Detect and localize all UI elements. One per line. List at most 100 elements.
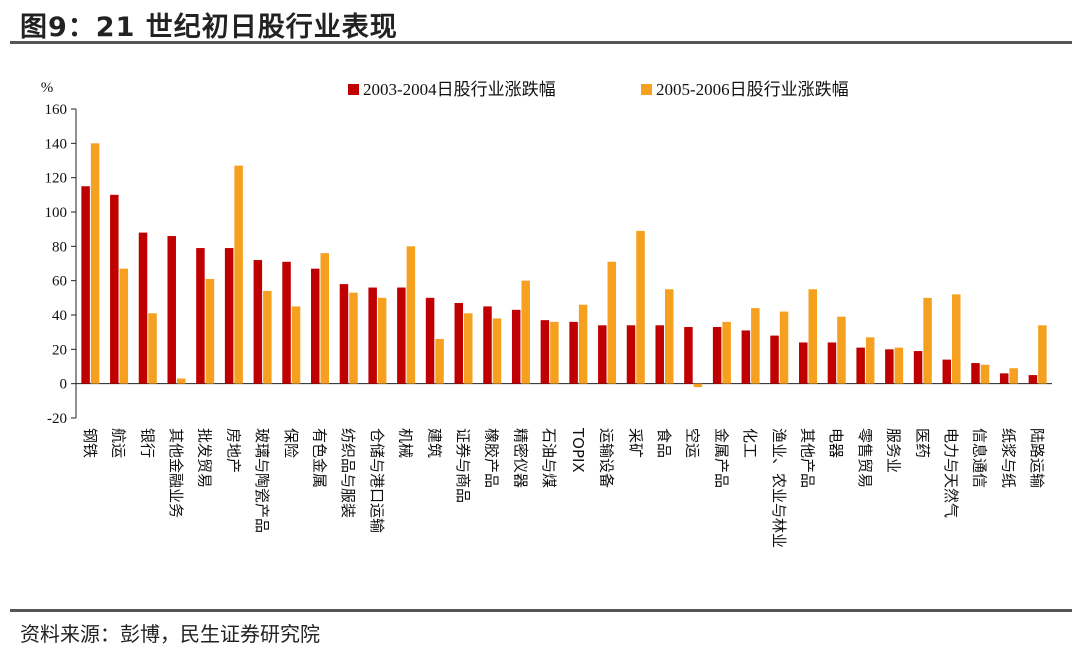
bar-2005-2006 — [406, 246, 416, 384]
category-label: 有色金属 — [311, 428, 329, 488]
category-label: 玻璃与陶瓷产品 — [253, 428, 271, 533]
footer-divider — [10, 609, 1072, 612]
category-label: 纸浆与纸 — [999, 428, 1017, 488]
source-note: 资料来源：彭博，民生证券研究院 — [20, 622, 320, 646]
category-label: 银行 — [138, 428, 156, 458]
bar-2005-2006 — [894, 347, 904, 384]
category-label: 食品 — [655, 428, 673, 458]
bar-2003-2004 — [913, 351, 923, 384]
legend-swatch — [348, 84, 359, 95]
title-divider — [10, 41, 1072, 44]
bar-2003-2004 — [999, 373, 1009, 384]
bar-2003-2004 — [827, 342, 837, 384]
y-tick-label: 120 — [45, 171, 68, 187]
bar-2005-2006 — [205, 278, 215, 384]
y-tick-label: 140 — [45, 136, 68, 152]
bar-2003-2004 — [167, 236, 176, 384]
bar-2003-2004 — [655, 325, 664, 384]
category-label: 服务业 — [885, 428, 903, 473]
y-tick-label: 100 — [45, 205, 68, 221]
bar-2003-2004 — [942, 359, 952, 384]
bar-2005-2006 — [349, 292, 358, 384]
bar-2003-2004 — [425, 297, 435, 384]
bar-2005-2006 — [234, 165, 243, 384]
bar-2005-2006 — [837, 316, 846, 384]
bar-2003-2004 — [1028, 375, 1038, 384]
category-label: 机械 — [397, 428, 415, 458]
bar-2005-2006 — [693, 383, 703, 388]
bar-2003-2004 — [626, 325, 636, 384]
category-label: 房地产 — [224, 428, 242, 473]
category-label: TOPIX — [569, 427, 587, 473]
bar-2005-2006 — [578, 304, 588, 384]
figure-title: 图9：21 世纪初日股行业表现 — [20, 12, 398, 43]
bar-2005-2006 — [980, 364, 990, 384]
bar-2005-2006 — [464, 313, 473, 384]
bar-2003-2004 — [540, 320, 550, 384]
bar-2005-2006 — [607, 261, 617, 384]
y-tick-label: 40 — [52, 308, 67, 324]
bar-2003-2004 — [856, 347, 865, 384]
bar-2003-2004 — [770, 335, 779, 384]
bar-2003-2004 — [110, 194, 119, 384]
bar-2005-2006 — [320, 253, 329, 384]
category-label: 空运 — [684, 428, 702, 458]
bar-2003-2004 — [339, 284, 349, 384]
category-label: 零售贸易 — [856, 428, 874, 488]
bar-2005-2006 — [636, 230, 645, 384]
category-label: 橡胶产品 — [483, 428, 501, 488]
y-tick-label: 20 — [52, 342, 67, 358]
chart-legend: 2003-2004日股行业涨跌幅 2005-2006日股行业涨跌幅 — [348, 80, 849, 99]
category-label: 其他金融业务 — [167, 428, 185, 518]
bar-2005-2006 — [1009, 368, 1018, 384]
bar-2005-2006 — [90, 143, 100, 384]
bar-2003-2004 — [684, 327, 693, 384]
category-label: 石油与煤 — [540, 428, 558, 488]
bar-2005-2006 — [291, 306, 301, 384]
bar-2003-2004 — [885, 349, 894, 384]
bar-2003-2004 — [454, 302, 464, 384]
bar-2005-2006 — [263, 290, 272, 384]
bar-2003-2004 — [282, 261, 291, 384]
category-label: 陆路运输 — [1028, 428, 1046, 488]
bar-2005-2006 — [808, 289, 817, 384]
bar-2005-2006 — [751, 308, 760, 384]
bar-2005-2006 — [377, 297, 387, 384]
category-label: 运输设备 — [598, 428, 616, 488]
category-label: 批发贸易 — [196, 428, 214, 488]
bar-2003-2004 — [799, 342, 808, 384]
category-label: 建筑 — [425, 428, 443, 458]
category-label: 保险 — [282, 428, 300, 458]
bar-2005-2006 — [664, 289, 674, 384]
bar-2003-2004 — [138, 232, 148, 384]
y-tick-label: 0 — [60, 377, 68, 393]
y-tick-label: -20 — [47, 411, 67, 427]
bar-2005-2006 — [119, 268, 129, 384]
category-label: 信息通信 — [971, 428, 989, 488]
bar-2005-2006 — [176, 378, 186, 384]
category-label: 其他产品 — [799, 428, 817, 488]
bar-2003-2004 — [569, 321, 578, 384]
bar-2005-2006 — [722, 321, 731, 384]
bar-2005-2006 — [521, 280, 530, 384]
bar-2003-2004 — [81, 186, 90, 384]
category-label: 医药 — [913, 428, 931, 458]
bar-2003-2004 — [368, 287, 377, 384]
bar-2003-2004 — [311, 268, 320, 384]
category-label: 纺织品与服装 — [339, 428, 357, 518]
category-label: 电力与天然气 — [942, 428, 960, 518]
bar-2003-2004 — [196, 248, 205, 384]
bar-2005-2006 — [435, 339, 444, 384]
category-label: 证券与商品 — [454, 428, 472, 503]
y-tick-label: 160 — [45, 102, 68, 118]
y-tick-label: 80 — [52, 239, 67, 255]
y-axis-unit: % — [41, 80, 54, 96]
bar-2003-2004 — [511, 309, 521, 384]
bar-2003-2004 — [971, 363, 980, 384]
category-labels: 钢铁 航运 银行 其他金融业务 批发贸易 房地产 玻璃与陶瓷产品 保险 有色金属 纺织品与服装 仓储… — [81, 427, 1046, 548]
legend-swatch — [641, 84, 652, 95]
bar-2005-2006 — [865, 337, 875, 384]
bar-2005-2006 — [952, 294, 961, 384]
category-label: 钢铁 — [81, 428, 99, 458]
bar-2003-2004 — [741, 330, 751, 384]
